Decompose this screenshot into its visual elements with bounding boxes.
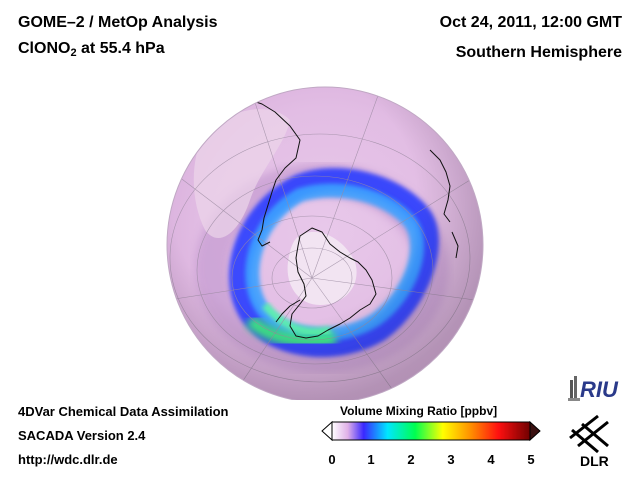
footer-line2: SACADA Version 2.4 [18, 428, 146, 443]
colorbar-tick: 2 [407, 452, 415, 467]
colorbar-label: Volume Mixing Ratio [ppbv] [340, 404, 498, 418]
globe-map [166, 86, 484, 400]
colorbar-tick: 0 [328, 452, 336, 467]
colorbar-gradient [331, 421, 531, 441]
species-prefix: ClONO [18, 40, 71, 57]
riu-text: RIU [580, 377, 619, 402]
date-label: Oct 24, 2011, 12:00 GMT [439, 14, 622, 31]
colorbar-tick: 3 [447, 452, 455, 467]
dlr-text: DLR [580, 453, 609, 468]
species-suffix: at 55.4 hPa [76, 40, 165, 57]
colorbar-tick: 1 [367, 452, 375, 467]
globe-rim [166, 86, 484, 400]
title-line1: GOME–2 / MetOp Analysis [18, 14, 218, 31]
colorbar [321, 420, 541, 442]
globe-shading [167, 87, 483, 400]
region-label: Southern Hemisphere [455, 44, 622, 61]
colorbar-tick: 5 [527, 452, 535, 467]
colorbar-max-arrow [529, 420, 541, 442]
dlr-logo: DLR [569, 414, 609, 468]
footer-url[interactable]: http://wdc.dlr.de [18, 452, 118, 467]
riu-logo: RIU [568, 376, 619, 402]
colorbar-tick: 4 [487, 452, 495, 467]
colorbar-min-arrow [321, 420, 333, 442]
species-subscript: 2 [70, 47, 77, 59]
footer-line1: 4DVar Chemical Data Assimilation [18, 404, 229, 419]
species-label: ClONO2 at 55.4 hPa [18, 40, 165, 59]
